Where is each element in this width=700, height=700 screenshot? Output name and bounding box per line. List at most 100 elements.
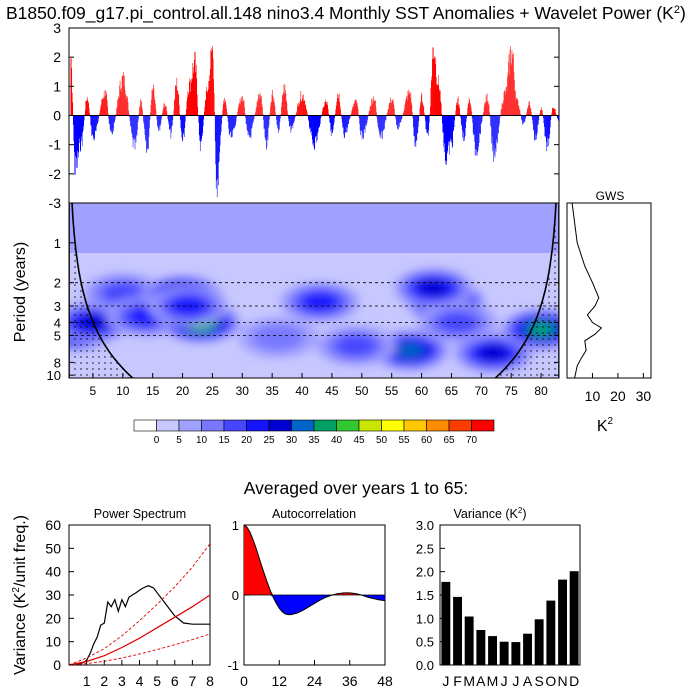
anomaly-bar bbox=[170, 115, 172, 139]
anomaly-bar bbox=[194, 51, 196, 116]
anomaly-bar bbox=[534, 115, 535, 141]
anomaly-bar bbox=[106, 99, 108, 116]
anomaly-bar bbox=[224, 101, 226, 116]
anomaly-bar bbox=[493, 115, 494, 162]
anomaly-bar bbox=[492, 115, 494, 145]
anomaly-bar bbox=[293, 115, 295, 124]
x-tick-label: 4 bbox=[136, 673, 144, 689]
power-contour bbox=[171, 296, 206, 316]
anomaly-bar bbox=[446, 115, 448, 151]
anomaly-bar bbox=[355, 102, 357, 116]
anomaly-bar bbox=[359, 115, 361, 131]
anomaly-bar bbox=[287, 114, 289, 116]
anomaly-bar bbox=[86, 100, 87, 116]
anomaly-bar bbox=[535, 115, 537, 135]
x-tick-label: O bbox=[545, 673, 556, 689]
anomaly-bar bbox=[365, 115, 367, 124]
anomaly-bar bbox=[235, 115, 236, 126]
anomaly-bar bbox=[425, 115, 426, 121]
anomaly-bar bbox=[352, 106, 353, 116]
anomaly-bar bbox=[358, 115, 360, 119]
anomaly-bar bbox=[82, 115, 84, 131]
anomaly-bar bbox=[76, 115, 78, 168]
anomaly-bar bbox=[452, 115, 453, 147]
anomaly-bar bbox=[343, 115, 344, 134]
colorbar-swatch bbox=[358, 419, 382, 432]
anomaly-bar bbox=[115, 115, 116, 117]
anomaly-bar bbox=[268, 115, 269, 129]
anomaly-bar bbox=[250, 115, 251, 136]
anomaly-bar bbox=[475, 115, 477, 156]
anomaly-bar bbox=[73, 115, 75, 142]
anomaly-bar bbox=[375, 100, 376, 116]
anomaly-bar bbox=[227, 115, 229, 122]
anomaly-bar bbox=[125, 95, 127, 116]
autocorrelation-title: Autocorrelation bbox=[272, 507, 356, 521]
anomaly-bar bbox=[81, 115, 82, 141]
variance-bar bbox=[441, 581, 451, 665]
colorbar-swatch bbox=[268, 419, 292, 432]
anomaly-bar bbox=[253, 115, 254, 121]
anomaly-bar bbox=[434, 56, 436, 116]
timeseries-y-ticks: 3 2 1 0 -1 -2 -3 bbox=[49, 20, 559, 211]
anomaly-bar bbox=[496, 115, 497, 140]
anomaly-bar bbox=[363, 115, 364, 139]
anomaly-bar bbox=[355, 100, 356, 116]
anomaly-bar bbox=[518, 105, 520, 116]
anomaly-bar bbox=[314, 115, 315, 150]
anomaly-bar bbox=[103, 97, 104, 116]
anomaly-bar bbox=[482, 115, 483, 117]
anomaly-bar bbox=[362, 115, 363, 134]
anomaly-bar bbox=[77, 115, 79, 158]
anomaly-bar bbox=[105, 90, 106, 116]
anomaly-bar bbox=[558, 115, 560, 121]
anomaly-bar bbox=[349, 115, 351, 118]
anomaly-bar bbox=[443, 115, 445, 147]
anomaly-bar bbox=[138, 113, 140, 116]
x-tick-label: 50 bbox=[355, 384, 369, 398]
anomaly-bar bbox=[389, 102, 390, 116]
anomaly-bar bbox=[146, 115, 148, 151]
anomaly-bar bbox=[297, 103, 299, 116]
anomaly-bar bbox=[149, 115, 150, 129]
anomaly-bar bbox=[260, 98, 262, 116]
anomaly-bar bbox=[255, 108, 257, 116]
anomaly-bar bbox=[298, 102, 299, 116]
anomaly-bar bbox=[101, 99, 102, 116]
anomaly-bar bbox=[223, 100, 224, 116]
anomaly-bar bbox=[483, 111, 484, 116]
anomaly-bar bbox=[215, 115, 216, 165]
anomaly-bar bbox=[530, 108, 531, 116]
anomaly-bar bbox=[498, 115, 499, 134]
anomaly-bar bbox=[288, 115, 290, 122]
anomaly-bar bbox=[190, 91, 191, 116]
anomaly-bar bbox=[139, 107, 140, 116]
anomaly-bar bbox=[383, 115, 384, 130]
colorbar-label: 30 bbox=[286, 435, 298, 446]
anomaly-bar bbox=[463, 115, 465, 138]
anomaly-bar bbox=[417, 115, 419, 133]
anomaly-bar bbox=[182, 115, 183, 142]
anomaly-bar bbox=[368, 114, 369, 116]
anomaly-bar bbox=[542, 110, 543, 116]
power-contour bbox=[477, 344, 509, 362]
anomaly-bar bbox=[460, 115, 461, 118]
anomaly-bar bbox=[493, 115, 495, 149]
anomaly-bar bbox=[435, 64, 436, 116]
anomaly-bar bbox=[357, 105, 358, 116]
anomaly-bar bbox=[243, 101, 244, 116]
timeseries-bars bbox=[69, 45, 560, 198]
colorbar-swatch bbox=[336, 419, 360, 432]
anomaly-bar bbox=[170, 115, 171, 129]
x-tick-label: 45 bbox=[325, 384, 339, 398]
anomaly-bar bbox=[321, 111, 323, 116]
anomaly-bar bbox=[234, 115, 235, 128]
colorbar-label: 15 bbox=[218, 435, 230, 446]
anomaly-bar bbox=[189, 81, 190, 116]
anomaly-bar bbox=[351, 109, 353, 116]
anomaly-bar bbox=[240, 100, 242, 116]
anomaly-bar bbox=[278, 115, 280, 131]
anomaly-bar bbox=[175, 85, 177, 116]
variance-y-ticks: 3.0 2.5 2.0 1.5 1.0 0.5 0.0 bbox=[416, 518, 445, 673]
y-tick-label: 2 bbox=[53, 49, 61, 65]
